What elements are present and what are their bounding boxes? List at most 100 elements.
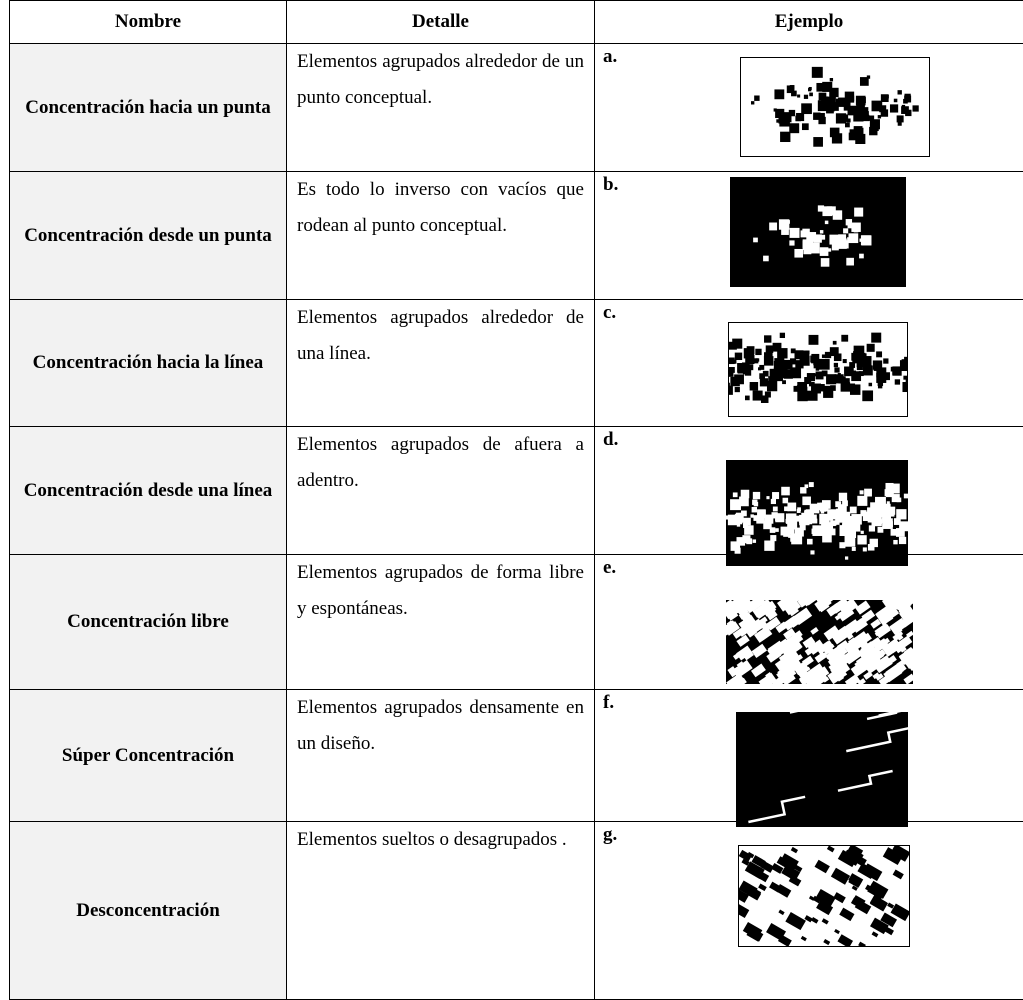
pattern-shape — [822, 371, 828, 377]
pattern-shape — [769, 223, 777, 231]
pattern-shape — [775, 515, 781, 521]
pattern-shape — [764, 541, 774, 551]
ex-cell: f. — [595, 690, 1023, 822]
pattern-shape — [774, 108, 777, 111]
pattern-shape — [753, 238, 758, 243]
pattern-shape — [871, 333, 881, 343]
pattern-shape — [819, 514, 829, 524]
pattern-shape — [828, 509, 838, 519]
pattern-shape — [763, 256, 769, 262]
pattern-shape — [763, 371, 769, 377]
pattern-shape — [813, 373, 816, 376]
pattern-shape — [789, 123, 799, 133]
pattern-shape — [735, 387, 740, 392]
example-letter: g. — [603, 824, 1015, 846]
pattern-shape — [783, 498, 789, 504]
name-cell: Concentración desde un punta — [10, 172, 287, 300]
pattern-shape — [841, 335, 848, 342]
pattern-shape — [838, 512, 842, 516]
pattern-shape — [845, 92, 854, 101]
pattern-shape — [850, 507, 857, 514]
pattern-shape — [861, 235, 871, 245]
pattern-shape — [797, 507, 801, 511]
pattern-shape — [828, 248, 831, 251]
pattern-shape — [812, 525, 823, 536]
pattern-shape — [868, 544, 875, 551]
pattern-shape — [772, 492, 779, 499]
pattern-shape — [837, 236, 844, 243]
pattern-shape — [794, 516, 800, 522]
pattern-shape — [819, 113, 825, 119]
pattern-shape — [754, 95, 759, 100]
pattern-shape — [834, 353, 842, 361]
pattern-shape — [846, 219, 852, 225]
pattern-shape — [816, 83, 825, 92]
pattern-bg — [736, 712, 908, 827]
pattern-shape — [860, 510, 866, 516]
pattern-shape — [790, 228, 800, 238]
pattern-shape — [766, 345, 774, 353]
pattern-shape — [849, 133, 857, 141]
pattern-shape — [857, 363, 861, 367]
pattern-shape — [890, 104, 898, 112]
pattern-shape — [741, 511, 747, 517]
header-cell: Detalle — [287, 1, 595, 44]
pattern-shape — [853, 111, 863, 121]
pattern-shape — [899, 537, 906, 544]
pattern-shape — [832, 243, 839, 250]
pattern-image — [740, 57, 930, 157]
pattern-shape — [825, 352, 831, 358]
pattern-shape — [756, 516, 762, 522]
pattern-shape — [761, 395, 769, 403]
pattern-shape — [864, 489, 872, 497]
pattern-shape — [885, 489, 892, 496]
pattern-shape — [894, 99, 898, 103]
pattern-shape — [903, 376, 907, 380]
pattern-shape — [797, 95, 800, 98]
pattern-shape — [861, 531, 864, 534]
pattern-shape — [780, 132, 790, 142]
pattern-shape — [771, 499, 776, 504]
pattern-shape — [838, 373, 841, 376]
pattern-shape — [751, 101, 754, 104]
pattern-shape — [764, 356, 774, 366]
pattern-shape — [835, 521, 839, 525]
pattern-shape — [805, 484, 809, 488]
pattern-shape — [773, 507, 778, 512]
pattern-shape — [730, 377, 739, 386]
pattern-shape — [753, 539, 756, 542]
pattern-shape — [802, 229, 809, 236]
pattern-shape — [834, 363, 838, 367]
pattern-shape — [832, 133, 842, 143]
pattern-shape — [809, 335, 819, 345]
pattern-shape — [781, 487, 790, 496]
pattern-shape — [801, 351, 809, 359]
ex-cell: b. — [595, 172, 1023, 300]
pattern-shape — [904, 494, 908, 499]
pattern-shape — [779, 116, 790, 127]
pattern-shape — [733, 492, 738, 497]
pattern-shape — [743, 518, 751, 526]
header-row: Nombre Detalle Ejemplo — [10, 1, 1023, 44]
pattern-shape — [753, 358, 758, 363]
name-cell: Concentración libre — [10, 555, 287, 690]
pattern-shape — [897, 498, 902, 503]
pattern-shape — [803, 246, 811, 254]
pattern-shape — [802, 123, 809, 130]
pattern-shape — [735, 514, 739, 518]
pattern-shape — [794, 386, 800, 392]
pattern-shape — [747, 346, 755, 354]
pattern-shape — [842, 500, 848, 506]
detail-cell: Elementos agrupados alrededor de un punt… — [287, 44, 595, 172]
pattern-image — [726, 460, 908, 566]
pattern-shape — [802, 497, 811, 506]
detail-cell: Elementos agrupados de forma libre y esp… — [287, 555, 595, 690]
pattern-shape — [867, 344, 875, 352]
pattern-shape — [750, 382, 758, 390]
pattern-shape — [754, 502, 758, 506]
pattern-shape — [893, 540, 897, 544]
pattern-shape — [863, 547, 867, 551]
